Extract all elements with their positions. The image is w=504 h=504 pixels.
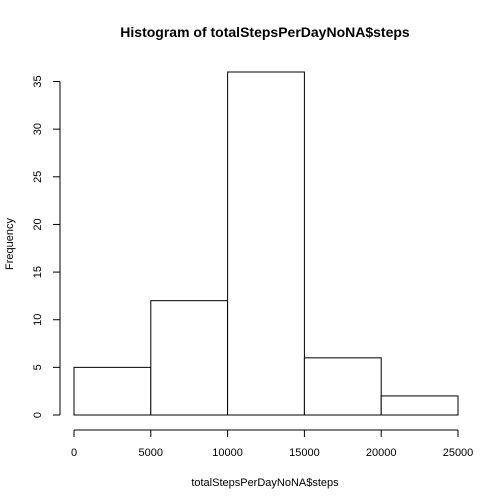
- y-tick-label-6: 30: [32, 123, 44, 135]
- x-tick-label-4: 20000: [366, 447, 397, 459]
- y-tick-label-4: 20: [32, 218, 44, 230]
- histogram-bar-4: [380, 395, 459, 416]
- y-tick-label-3: 15: [32, 266, 44, 278]
- x-tick-label-3: 15000: [289, 447, 320, 459]
- x-tick-label-2: 10000: [212, 447, 243, 459]
- histogram-bar-3: [303, 357, 382, 416]
- histogram-bar-2: [227, 71, 305, 416]
- y-tick-label-0: 0: [32, 412, 44, 418]
- histogram-bar-0: [73, 366, 152, 416]
- x-tick-label-1: 5000: [139, 447, 163, 459]
- y-axis-label: Frequency: [4, 218, 16, 270]
- y-tick-label-1: 5: [32, 364, 44, 370]
- y-tick-label-7: 35: [32, 75, 44, 87]
- y-tick-label-2: 10: [32, 314, 44, 326]
- chart-title: Histogram of totalStepsPerDayNoNA$steps: [120, 24, 410, 40]
- x-tick-label-0: 0: [71, 447, 77, 459]
- x-axis: 0 5000 10000 15000 20000 25000: [71, 429, 474, 459]
- bars-group: [73, 71, 459, 416]
- x-axis-label: totalStepsPerDayNoNA$steps: [191, 477, 339, 489]
- y-tick-label-5: 25: [32, 171, 44, 183]
- histogram-bar-1: [150, 300, 229, 416]
- x-tick-label-5: 25000: [443, 447, 474, 459]
- y-axis: 0 5 10 15 20 25 30 35: [32, 75, 61, 418]
